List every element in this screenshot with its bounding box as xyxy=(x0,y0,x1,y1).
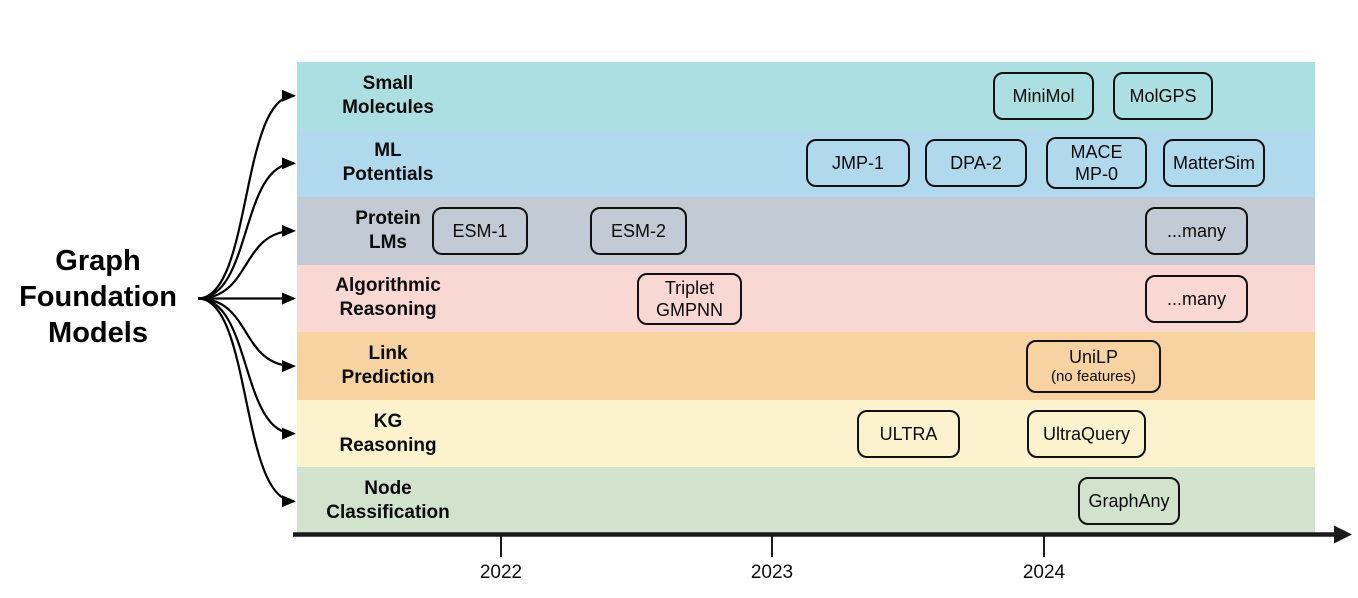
band-kg-reasoning: KG Reasoning xyxy=(297,399,1315,468)
row-label-line: LMs xyxy=(369,231,407,253)
model-label: ESM-2 xyxy=(610,220,666,241)
row-label-line: Classification xyxy=(326,502,450,524)
model-label: ESM-1 xyxy=(452,220,508,241)
row-label-line: ML xyxy=(374,140,402,162)
band-link-prediction: Link Prediction xyxy=(297,332,1315,400)
figure-title-line-2: Foundation xyxy=(19,281,177,313)
row-label-link-prediction: Link Prediction xyxy=(303,342,473,390)
row-label-algorithmic-reasoning: Algorithmic Reasoning xyxy=(303,274,473,322)
row-label-line: Protein xyxy=(355,207,421,229)
model-box-many: ...many xyxy=(1145,206,1248,255)
row-label-line: Potentials xyxy=(342,164,434,186)
model-box-jmp-1: JMP-1 xyxy=(806,139,910,188)
tick-label-2022: 2022 xyxy=(479,562,523,583)
model-label: MACE xyxy=(1070,142,1123,163)
model-label: MiniMol xyxy=(1012,85,1075,106)
model-label: UniLP xyxy=(1068,347,1119,368)
model-box-molgps: MolGPS xyxy=(1113,71,1213,120)
tick-label-2024: 2024 xyxy=(1022,562,1066,583)
row-label-line: Node xyxy=(364,478,412,500)
model-label: Triplet xyxy=(664,277,715,298)
model-box-graphany: GraphAny xyxy=(1078,477,1180,526)
figure-title-line-3: Models xyxy=(48,317,148,349)
row-label-line: KG xyxy=(373,410,403,432)
row-label-kg-reasoning: KG Reasoning xyxy=(303,410,473,458)
model-label: GMPNN xyxy=(656,299,723,320)
row-label-line: Link xyxy=(368,343,408,365)
model-box-esm-1: ESM-1 xyxy=(432,206,528,255)
row-label-protein-lms: Protein LMs xyxy=(303,207,473,255)
model-box-esm-2: ESM-2 xyxy=(590,206,687,255)
model-box-mattersim: MatterSim xyxy=(1163,139,1265,188)
model-box-triplet: Triplet GMPNN xyxy=(637,272,742,325)
row-label-node-classification: Node Classification xyxy=(303,477,473,525)
model-label: MatterSim xyxy=(1172,153,1255,174)
model-label: JMP-1 xyxy=(831,153,884,174)
model-box-dpa-2: DPA-2 xyxy=(925,139,1027,188)
model-box-ultra: ULTRA xyxy=(857,409,960,458)
model-label: (no features) xyxy=(1050,368,1137,386)
model-label: MP-0 xyxy=(1074,164,1118,185)
figure-title-line-1: Graph xyxy=(55,245,141,277)
figure-title: Graph Foundation Models xyxy=(2,243,194,351)
model-label: ...many xyxy=(1166,288,1227,309)
model-label: MolGPS xyxy=(1129,85,1197,106)
row-label-ml-potentials: ML Potentials xyxy=(303,139,473,187)
model-box-minimol: MiniMol xyxy=(993,71,1094,120)
row-label-line: Prediction xyxy=(341,367,435,389)
model-label: ...many xyxy=(1166,220,1227,241)
row-label-line: Small xyxy=(362,72,414,94)
tick-label-2023: 2023 xyxy=(750,562,794,583)
model-label: UltraQuery xyxy=(1042,423,1131,444)
row-label-small-molecules: Small Molecules xyxy=(303,72,473,120)
row-label-line: Reasoning xyxy=(339,434,437,456)
model-box-ultraquery: UltraQuery xyxy=(1027,409,1146,458)
model-label: ULTRA xyxy=(879,423,938,444)
model-label: GraphAny xyxy=(1088,491,1170,512)
row-label-line: Molecules xyxy=(342,96,434,118)
model-label: DPA-2 xyxy=(950,153,1002,174)
row-label-line: Reasoning xyxy=(339,299,437,321)
model-box-mace: MACE MP-0 xyxy=(1046,137,1147,190)
row-label-line: Algorithmic xyxy=(335,275,441,297)
model-box-many: ...many xyxy=(1145,274,1248,323)
model-box-unilp: UniLP (no features) xyxy=(1026,339,1161,393)
